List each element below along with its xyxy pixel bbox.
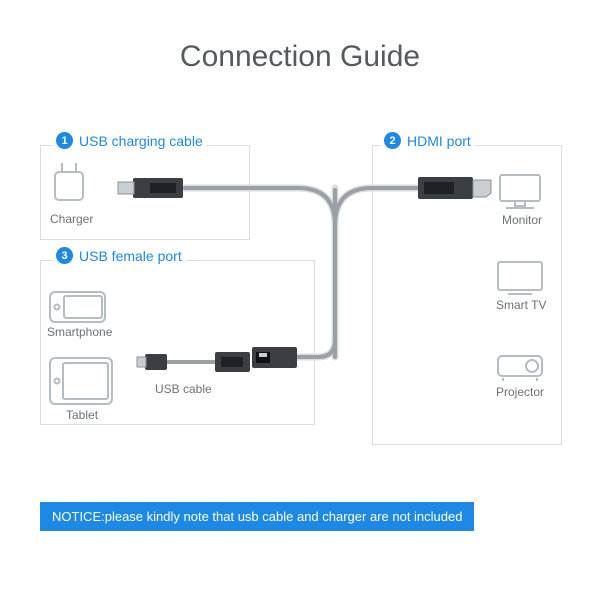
page-title: Connection Guide	[0, 40, 600, 74]
label-projector: Projector	[496, 385, 544, 399]
label-usb-female-text: USB female port	[79, 248, 182, 264]
label-smarttv: Smart TV	[496, 298, 546, 312]
label-usb-charging: 1 USB charging cable	[52, 132, 207, 149]
label-usb-charging-text: USB charging cable	[79, 133, 203, 149]
label-hdmi: 2 HDMI port	[380, 132, 475, 149]
notice-bar: NOTICE:please kindly note that usb cable…	[40, 502, 474, 531]
label-usb-female: 3 USB female port	[52, 247, 186, 264]
label-usb-cable: USB cable	[155, 382, 212, 396]
label-charger: Charger	[50, 212, 93, 226]
badge-2: 2	[384, 132, 401, 149]
label-monitor: Monitor	[502, 213, 542, 227]
label-hdmi-text: HDMI port	[407, 133, 471, 149]
badge-3: 3	[56, 247, 73, 264]
box-usb-female	[40, 260, 315, 425]
badge-1: 1	[56, 132, 73, 149]
label-tablet: Tablet	[66, 408, 98, 422]
box-hdmi	[372, 145, 562, 445]
label-smartphone: Smartphone	[47, 325, 112, 339]
